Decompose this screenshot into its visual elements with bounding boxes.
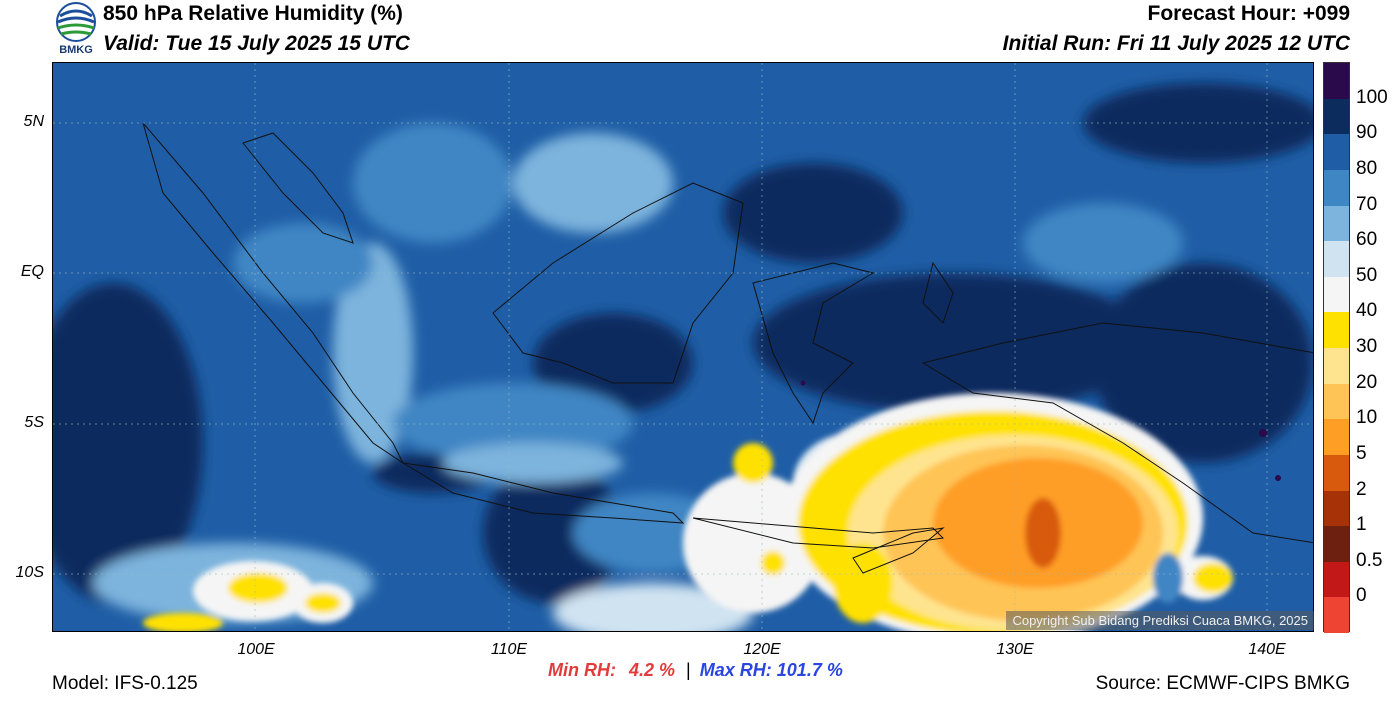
min-rh-value: 4.2 %: [629, 660, 676, 680]
colorbar-label: 5: [1356, 442, 1367, 464]
colorbar-label: 100: [1356, 86, 1388, 108]
colorbar-segment: [1324, 169, 1349, 206]
lon-tick-130e: 130E: [996, 641, 1034, 658]
lon-tick-110e: 110E: [490, 641, 528, 658]
bmkg-logo-icon: [56, 2, 96, 42]
colorbar-label: 90: [1356, 122, 1378, 144]
forecast-hour: Forecast Hour: +099: [1147, 2, 1351, 25]
colorbar-label: 0.5: [1356, 549, 1383, 571]
stats-separator: |: [686, 660, 691, 680]
colorbar-label: 40: [1356, 300, 1378, 322]
colorbar-segment: [1324, 454, 1349, 491]
lat-tick-5s: 5S: [24, 414, 44, 431]
colorbar-label: 20: [1356, 371, 1378, 393]
colorbar-label: 0: [1356, 585, 1367, 607]
colorbar-segment: [1324, 98, 1349, 135]
humidity-field: [53, 63, 1313, 631]
max-rh-label: Max RH:: [699, 660, 772, 680]
colorbar-segment: [1324, 241, 1349, 277]
lon-tick-140e: 140E: [1248, 641, 1286, 658]
map-title: 850 hPa Relative Humidity (%): [103, 2, 403, 25]
colorbar-label: 50: [1356, 264, 1378, 286]
colorbar-segment: [1324, 276, 1349, 313]
colorbar-segment: [1324, 348, 1349, 384]
colorbar-segment: [1324, 526, 1349, 562]
lon-tick-120e: 120E: [743, 641, 781, 658]
colorbar-label: 70: [1356, 193, 1378, 215]
colorbar-segment: [1324, 490, 1349, 527]
colorbar-label: 30: [1356, 336, 1378, 357]
colorbar-segment: [1324, 63, 1349, 99]
lat-tick-10s: 10S: [15, 564, 44, 581]
humidity-map: [52, 62, 1314, 632]
bmkg-logo: BMKG: [52, 2, 100, 60]
colorbar-segment: [1324, 561, 1349, 598]
colorbar-label: 10: [1356, 407, 1378, 429]
rh-stats: Min RH: 4.2 % | Max RH: 101.7 %: [548, 660, 843, 681]
colorbar-label: 1: [1356, 514, 1367, 536]
model-label: Model: IFS-0.125: [52, 673, 198, 694]
lat-tick-5n: 5N: [23, 113, 44, 130]
colorbar-label: 80: [1356, 157, 1378, 179]
logo-text: BMKG: [59, 44, 93, 56]
colorbar-segment: [1324, 134, 1349, 170]
source-label: Source: ECMWF-CIPS BMKG: [1095, 673, 1350, 694]
min-rh-label: Min RH:: [548, 660, 616, 680]
colorbar-label: 60: [1356, 229, 1378, 251]
valid-time: Valid: Tue 15 July 2025 15 UTC: [103, 32, 410, 55]
colorbar-segment: [1324, 383, 1349, 420]
graticule: [53, 63, 1313, 631]
lat-tick-eq: EQ: [20, 263, 44, 280]
colorbar: [1323, 62, 1350, 633]
initial-run: Initial Run: Fri 11 July 2025 12 UTC: [1002, 32, 1350, 55]
colorbar-label: 2: [1356, 478, 1367, 500]
colorbar-segment: [1324, 419, 1349, 455]
colorbar-segment: [1324, 205, 1349, 242]
copyright-notice: Copyright Sub Bidang Prediksi Cuaca BMKG…: [1006, 611, 1314, 630]
colorbar-segment: [1324, 312, 1349, 348]
max-rh-value: 101.7 %: [776, 660, 843, 680]
lon-tick-100e: 100E: [237, 641, 275, 658]
colorbar-segment: [1324, 597, 1349, 633]
